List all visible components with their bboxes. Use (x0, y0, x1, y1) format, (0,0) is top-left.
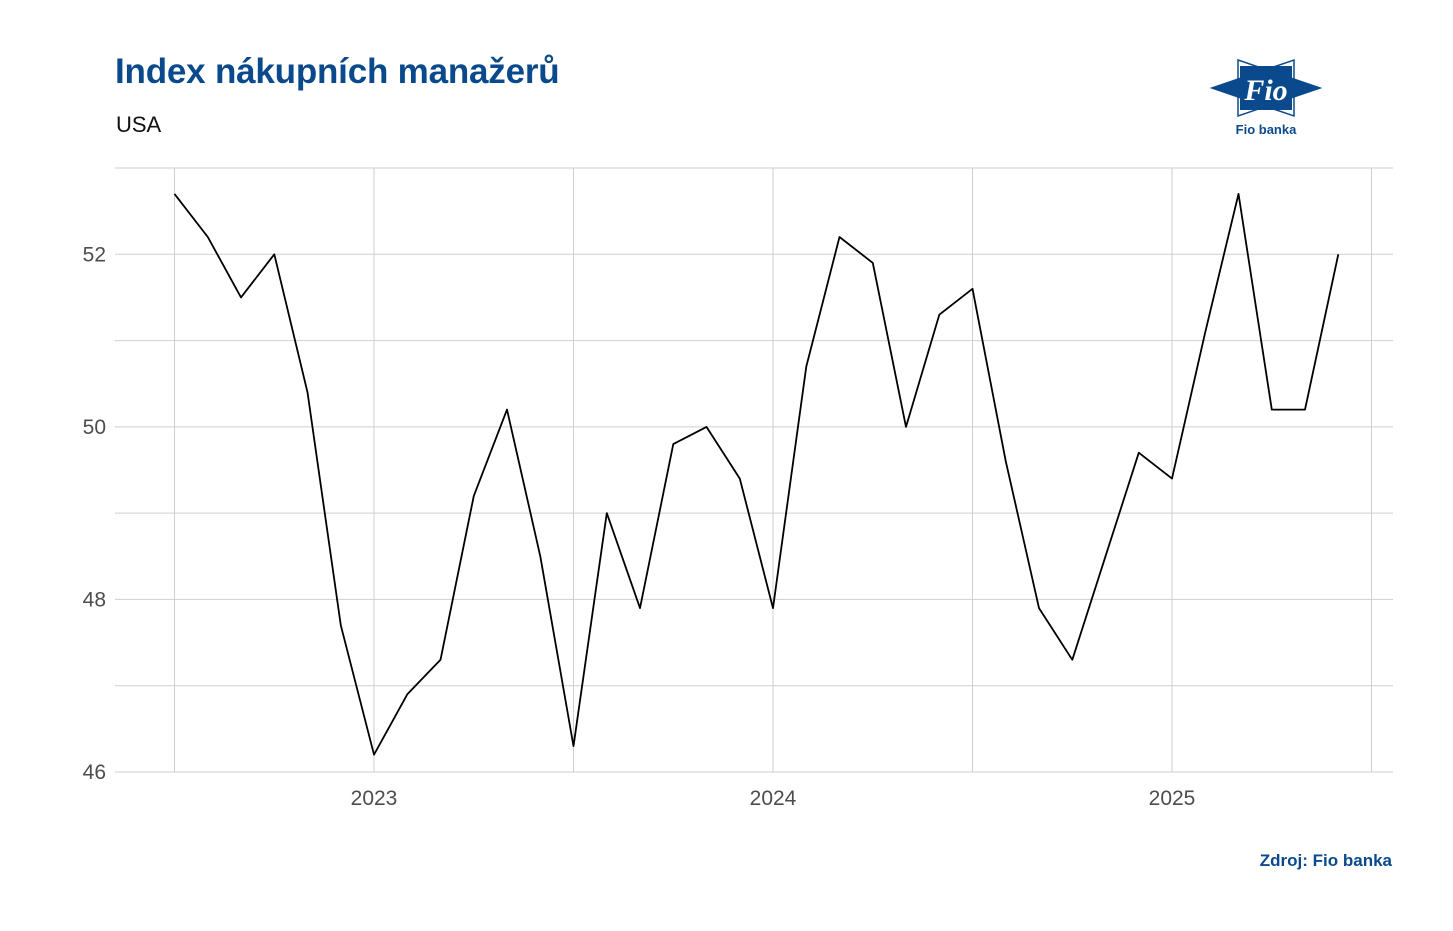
fio-logo: Fio Fio banka (1209, 58, 1323, 138)
y-tick-label: 46 (83, 761, 106, 784)
logo-caption: Fio banka (1235, 122, 1297, 137)
grid (115, 167, 1393, 773)
x-axis: 2023 2024 2025 (351, 787, 1196, 810)
fio-flag-icon: Fio (1209, 58, 1323, 118)
y-tick-label: 52 (83, 243, 106, 266)
y-axis: 46 48 50 52 (83, 243, 106, 784)
y-tick-label: 50 (83, 416, 106, 439)
svg-text:Fio: Fio (1243, 74, 1287, 107)
y-tick-label: 48 (83, 588, 106, 611)
x-tick-label: 2024 (750, 787, 797, 810)
series-line (173, 193, 1340, 756)
x-tick-label: 2025 (1149, 787, 1196, 810)
x-tick-label: 2023 (351, 787, 398, 810)
chart-title: Index nákupních manažerů (115, 52, 560, 91)
chart-subtitle: USA (116, 112, 162, 137)
source-note: Zdroj: Fio banka (1259, 851, 1392, 870)
